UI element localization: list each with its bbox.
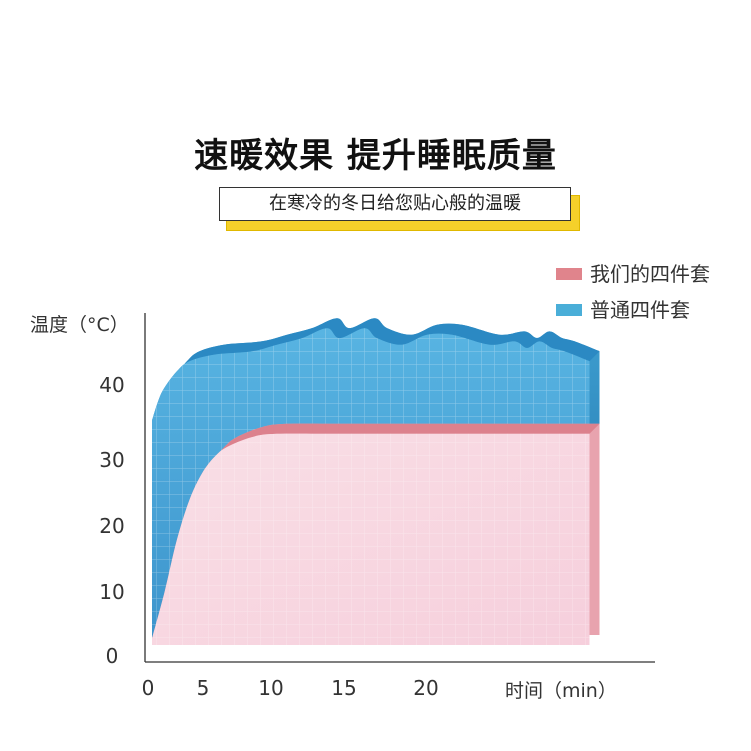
legend-label: 我们的四件套 <box>590 262 710 286</box>
series-grid-texture <box>152 433 590 645</box>
y-tick-label: 10 <box>99 580 124 604</box>
y-tick-label: 20 <box>99 514 124 538</box>
x-tick-label: 20 <box>413 676 438 700</box>
legend-swatch <box>556 268 582 280</box>
x-tick-label: 10 <box>258 676 283 700</box>
x-tick-label: 5 <box>197 676 210 700</box>
subtitle-box: 在寒冷的冬日给您贴心般的温暖 <box>219 187 580 231</box>
chart-title: 速暖效果 提升睡眠质量 <box>194 136 557 176</box>
legend-swatch <box>556 304 582 316</box>
series-top-surface <box>152 318 600 421</box>
series-ours-area <box>152 423 600 645</box>
y-tick-label: 40 <box>99 373 124 397</box>
y-tick-label: 0 <box>106 644 119 668</box>
y-axis-label: 温度（°C） <box>30 314 129 336</box>
x-tick-label: 0 <box>142 676 155 700</box>
legend-label: 普通四件套 <box>590 298 690 322</box>
y-tick-label: 30 <box>99 448 124 472</box>
x-axis-label: 时间（min） <box>505 680 617 702</box>
chart-subtitle: 在寒冷的冬日给您贴心般的温暖 <box>219 187 571 221</box>
x-tick-label: 15 <box>331 676 356 700</box>
